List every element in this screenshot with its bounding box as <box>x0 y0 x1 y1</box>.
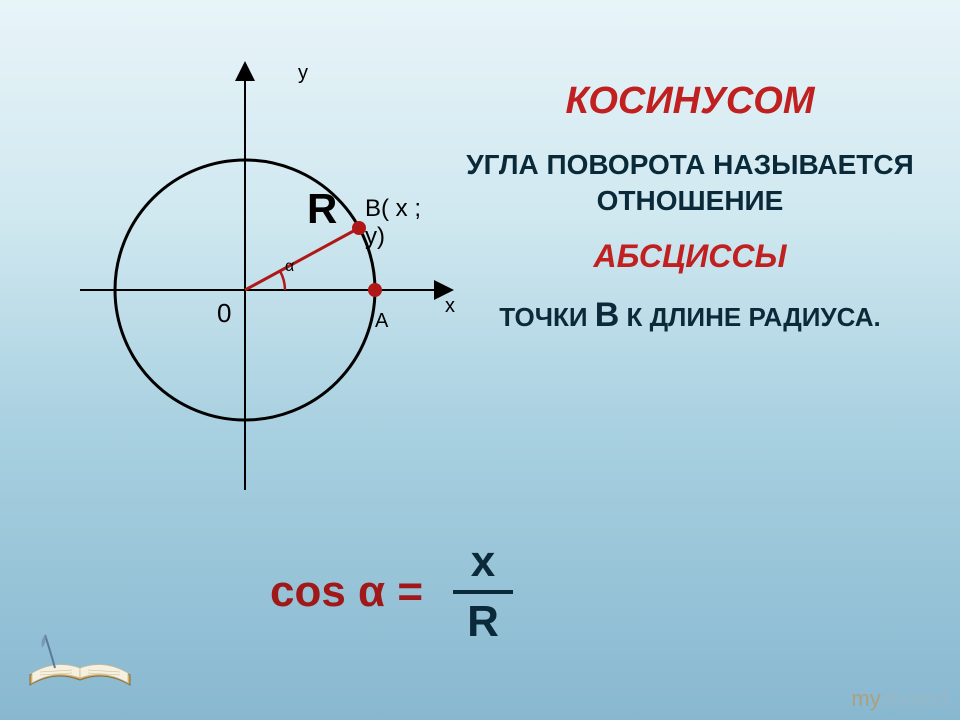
definition-line1: УГЛА ПОВОРОТА НАЗЫВАЕТСЯ ОТНОШЕНИЕ <box>460 147 920 220</box>
x-axis-label: x <box>445 295 455 318</box>
diagram-svg <box>50 40 470 520</box>
definition-line2: ТОЧКИ В К ДЛИНЕ РАДИУСА. <box>460 293 920 339</box>
alpha-label: α <box>285 258 294 276</box>
formula-denominator: R <box>467 600 499 644</box>
line2-pre: ТОЧКИ <box>499 302 595 332</box>
line2-post: К ДЛИНЕ РАДИУСА. <box>619 302 880 332</box>
point-b-label: B( x ; y) <box>365 195 430 251</box>
formula-numerator: x <box>471 540 495 584</box>
slide-content: y x 0 R B( x ; y) A α КОСИНУСОМ УГЛА ПОВ… <box>0 0 960 720</box>
point-a <box>368 283 382 297</box>
radius-line <box>245 228 359 290</box>
formula-left: cos α = <box>270 567 423 617</box>
fraction-bar <box>453 590 513 594</box>
formula-fraction: x R <box>453 540 513 644</box>
watermark: myshared <box>851 686 948 712</box>
definition-text: КОСИНУСОМ УГЛА ПОВОРОТА НАЗЫВАЕТСЯ ОТНОШ… <box>460 80 920 339</box>
point-a-label: A <box>375 310 388 333</box>
book-icon <box>20 620 140 700</box>
unit-circle-diagram: y x 0 R B( x ; y) A α <box>50 40 430 500</box>
cosine-formula: cos α = x R <box>270 540 513 644</box>
origin-label: 0 <box>217 298 231 329</box>
title-cosine: КОСИНУСОМ <box>460 80 920 123</box>
y-axis-label: y <box>298 62 308 85</box>
watermark-prefix: my <box>851 686 880 711</box>
highlight-abscissa: АБСЦИССЫ <box>460 238 920 275</box>
radius-label: R <box>307 185 337 233</box>
watermark-suffix: shared <box>881 686 948 711</box>
point-b <box>352 221 366 235</box>
line2-b: В <box>595 296 620 334</box>
